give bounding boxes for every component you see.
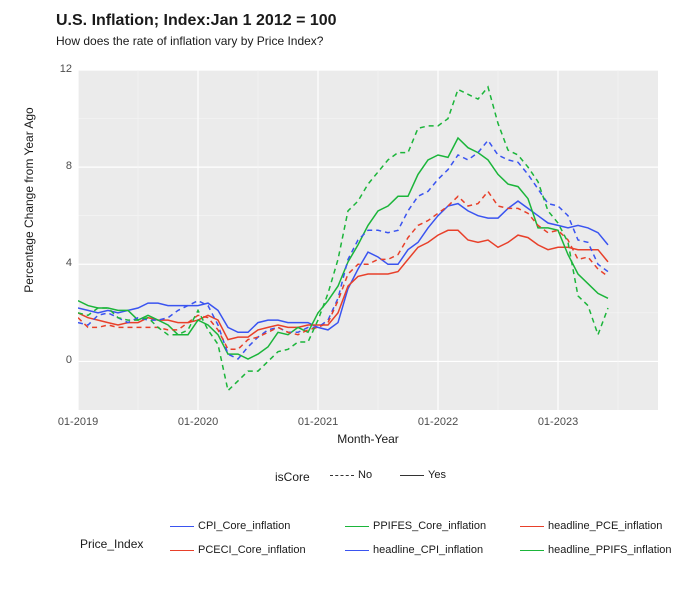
x-tick-label: 01-2020: [168, 416, 228, 428]
color-legend-item: headline_CPI_inflation: [345, 544, 483, 556]
y-tick-label: 0: [42, 354, 72, 366]
y-tick-label: 12: [42, 63, 72, 75]
y-axis-title: Percentage Change from Year Ago: [22, 60, 36, 340]
chart-subtitle: How does the rate of inflation vary by P…: [56, 34, 323, 48]
x-tick-label: 01-2019: [48, 416, 108, 428]
color-legend-item: PPIFES_Core_inflation: [345, 520, 486, 532]
x-tick-label: 01-2023: [528, 416, 588, 428]
inflation-line-chart: U.S. Inflation; Index:Jan 1 2012 = 100 H…: [0, 0, 700, 600]
color-legend-item: headline_PPIFS_inflation: [520, 544, 672, 556]
color-legend-title: Price_Index: [80, 537, 143, 551]
x-tick-label: 01-2021: [288, 416, 348, 428]
series-lines: [78, 70, 658, 410]
color-legend-item: PCECI_Core_inflation: [170, 544, 306, 556]
linetype-legend-item: Yes: [400, 469, 446, 481]
y-tick-label: 8: [42, 160, 72, 172]
x-axis-title: Month-Year: [78, 432, 658, 446]
y-tick-label: 4: [42, 257, 72, 269]
x-tick-label: 01-2022: [408, 416, 468, 428]
linetype-legend-title: isCore: [275, 470, 310, 484]
color-legend-item: CPI_Core_inflation: [170, 520, 290, 532]
chart-title: U.S. Inflation; Index:Jan 1 2012 = 100: [56, 12, 337, 30]
linetype-legend-item: No: [330, 469, 372, 481]
color-legend-item: headline_PCE_inflation: [520, 520, 662, 532]
